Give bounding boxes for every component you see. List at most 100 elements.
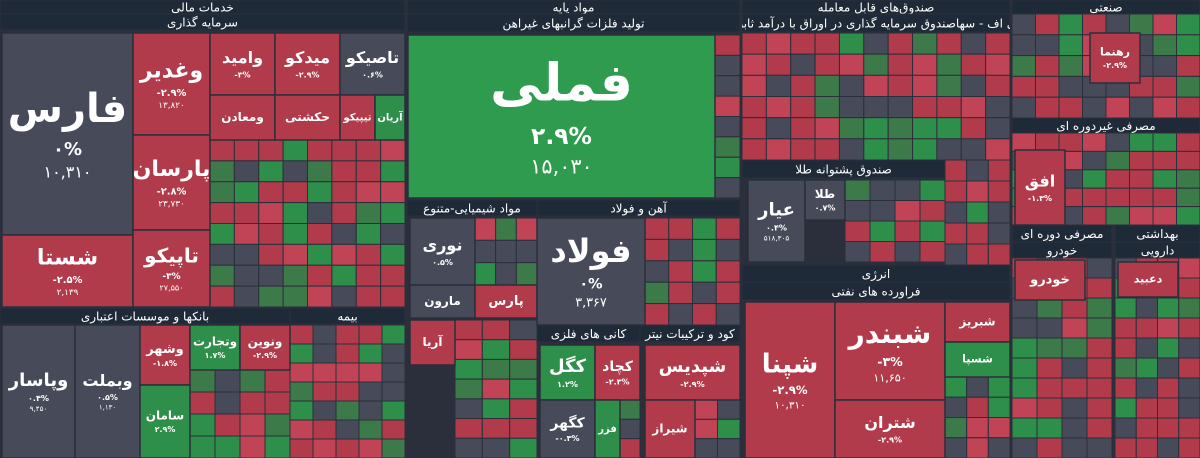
small-tile[interactable] — [380, 243, 406, 266]
small-tile[interactable] — [765, 74, 792, 98]
small-tile[interactable] — [668, 238, 693, 262]
small-tile[interactable] — [944, 417, 968, 439]
small-tile[interactable] — [515, 262, 538, 286]
small-tile[interactable] — [282, 223, 308, 245]
small-tile[interactable] — [790, 138, 816, 161]
stock-tile[interactable] — [409, 319, 456, 366]
small-tile[interactable] — [509, 378, 538, 400]
small-tile[interactable] — [1129, 96, 1154, 119]
small-tile[interactable] — [960, 96, 987, 119]
small-tile[interactable] — [264, 413, 291, 437]
small-tile[interactable] — [765, 32, 792, 55]
small-tile[interactable] — [282, 285, 308, 308]
small-tile[interactable] — [331, 181, 357, 204]
small-tile[interactable] — [289, 362, 314, 383]
small-tile[interactable] — [282, 139, 308, 162]
small-tile[interactable] — [380, 223, 406, 245]
small-tile[interactable] — [233, 160, 260, 183]
small-tile[interactable] — [509, 437, 538, 458]
small-tile[interactable] — [790, 74, 816, 98]
small-tile[interactable] — [1105, 96, 1130, 119]
small-tile[interactable] — [1058, 34, 1083, 57]
small-tile[interactable] — [1178, 397, 1200, 419]
small-tile[interactable] — [966, 376, 989, 398]
small-tile[interactable] — [1061, 357, 1088, 379]
stock-tile[interactable] — [1, 234, 134, 308]
small-tile[interactable] — [312, 400, 337, 421]
small-tile[interactable] — [209, 181, 235, 204]
stock-tile[interactable] — [1, 324, 76, 458]
stock-tile[interactable] — [239, 324, 291, 371]
small-tile[interactable] — [1114, 437, 1137, 458]
small-tile[interactable] — [944, 201, 968, 224]
small-tile[interactable] — [1061, 417, 1088, 439]
small-tile[interactable] — [1176, 75, 1200, 98]
small-tile[interactable] — [966, 201, 989, 224]
small-tile[interactable] — [1152, 150, 1177, 171]
stock-tile[interactable] — [1014, 259, 1086, 301]
small-tile[interactable] — [1086, 257, 1113, 279]
small-tile[interactable] — [966, 396, 989, 418]
small-tile[interactable] — [1135, 417, 1158, 439]
small-tile[interactable] — [209, 139, 235, 162]
small-tile[interactable] — [741, 96, 767, 119]
small-tile[interactable] — [335, 419, 360, 440]
small-tile[interactable] — [509, 398, 538, 420]
small-tile[interactable] — [214, 413, 241, 437]
small-tile[interactable] — [258, 181, 284, 204]
stock-tile[interactable] — [1117, 261, 1179, 298]
small-tile[interactable] — [335, 381, 360, 402]
small-tile[interactable] — [644, 238, 670, 262]
small-tile[interactable] — [331, 285, 357, 308]
small-tile[interactable] — [1178, 277, 1200, 299]
stock-tile[interactable] — [209, 94, 276, 141]
small-tile[interactable] — [380, 139, 406, 162]
small-tile[interactable] — [936, 53, 962, 76]
small-tile[interactable] — [960, 32, 987, 55]
small-tile[interactable] — [481, 358, 511, 380]
small-tile[interactable] — [495, 239, 517, 264]
small-tile[interactable] — [1086, 317, 1113, 339]
small-tile[interactable] — [838, 138, 865, 161]
small-tile[interactable] — [1178, 337, 1200, 359]
small-tile[interactable] — [1035, 75, 1060, 98]
small-tile[interactable] — [1058, 13, 1083, 36]
small-tile[interactable] — [355, 223, 382, 245]
small-tile[interactable] — [715, 260, 741, 283]
small-tile[interactable] — [358, 419, 383, 440]
small-tile[interactable] — [1058, 55, 1083, 77]
small-tile[interactable] — [1036, 337, 1063, 359]
small-tile[interactable] — [289, 343, 314, 364]
small-tile[interactable] — [481, 339, 511, 360]
small-tile[interactable] — [692, 303, 717, 326]
small-tile[interactable] — [331, 202, 357, 224]
small-tile[interactable] — [987, 222, 1011, 245]
small-tile[interactable] — [1152, 75, 1177, 98]
small-tile[interactable] — [869, 241, 896, 263]
small-tile[interactable] — [1011, 437, 1038, 458]
small-tile[interactable] — [312, 343, 337, 364]
small-tile[interactable] — [1011, 297, 1038, 319]
small-tile[interactable] — [1061, 377, 1088, 399]
small-tile[interactable] — [1086, 337, 1113, 359]
small-tile[interactable] — [1135, 397, 1158, 419]
small-tile[interactable] — [790, 117, 816, 140]
small-tile[interactable] — [1082, 169, 1107, 189]
small-tile[interactable] — [960, 53, 987, 76]
small-tile[interactable] — [692, 217, 717, 240]
small-tile[interactable] — [912, 138, 938, 161]
small-tile[interactable] — [966, 222, 989, 245]
small-tile[interactable] — [1061, 397, 1088, 419]
small-tile[interactable] — [1114, 397, 1137, 419]
small-tile[interactable] — [474, 239, 497, 264]
small-tile[interactable] — [644, 303, 670, 326]
small-tile[interactable] — [258, 139, 284, 162]
small-tile[interactable] — [1086, 377, 1113, 399]
small-tile[interactable] — [282, 243, 308, 266]
small-tile[interactable] — [985, 53, 1011, 76]
small-tile[interactable] — [869, 179, 896, 201]
small-tile[interactable] — [1135, 337, 1158, 359]
small-tile[interactable] — [1036, 377, 1063, 399]
small-tile[interactable] — [289, 419, 314, 440]
small-tile[interactable] — [692, 260, 717, 283]
